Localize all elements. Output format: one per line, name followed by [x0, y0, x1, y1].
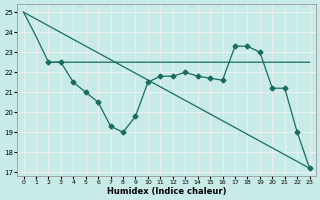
X-axis label: Humidex (Indice chaleur): Humidex (Indice chaleur) — [107, 187, 226, 196]
